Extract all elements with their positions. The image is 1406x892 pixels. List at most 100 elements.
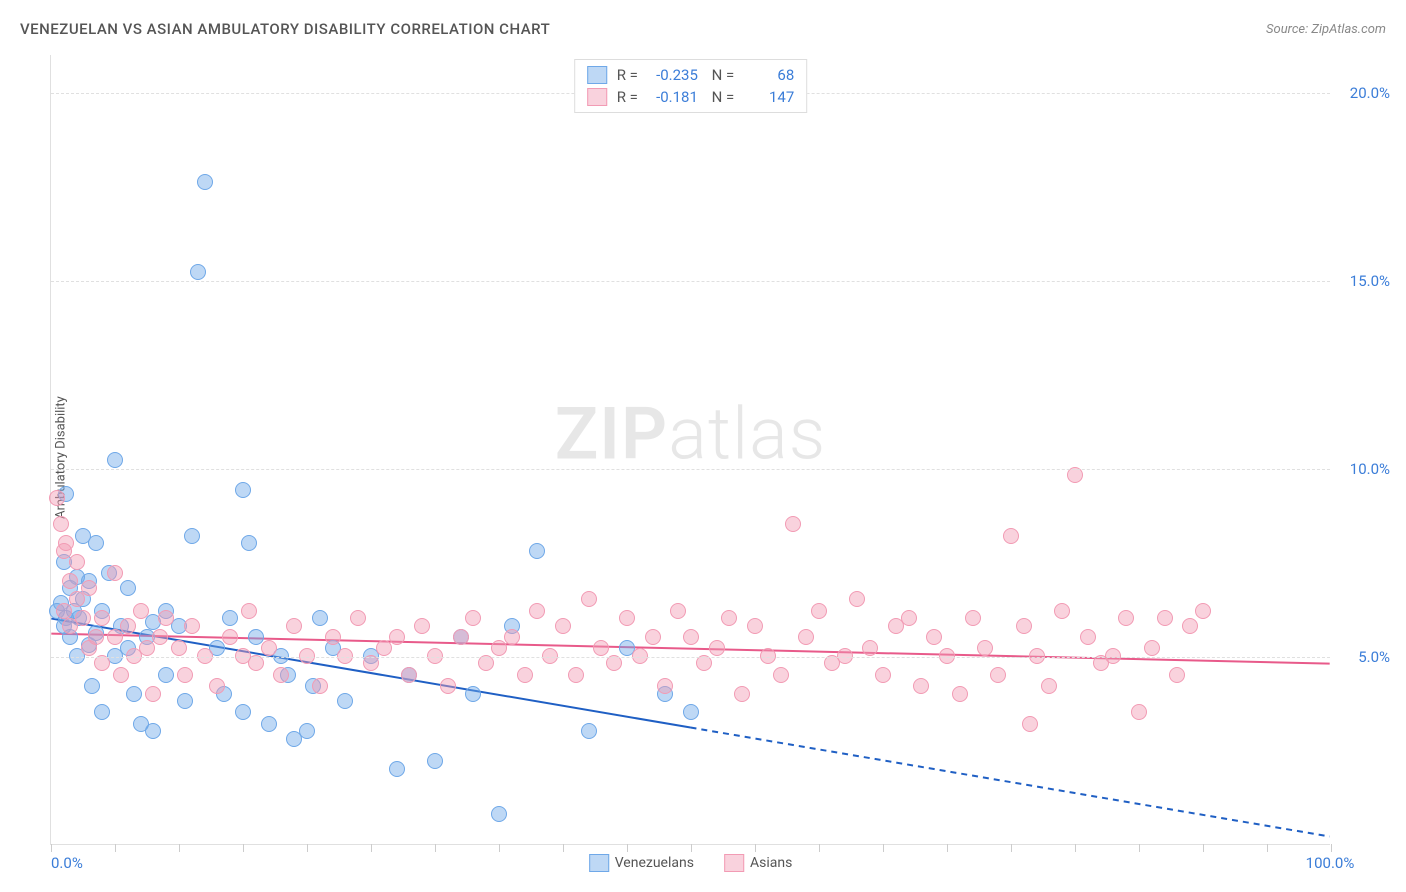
data-point: [913, 678, 929, 694]
data-point: [798, 629, 814, 645]
data-point: [1195, 603, 1211, 619]
x-tick: [1011, 844, 1012, 852]
data-point: [414, 618, 430, 634]
x-tick: [499, 844, 500, 852]
data-point: [504, 629, 520, 645]
x-tick: [627, 844, 628, 852]
data-point: [81, 580, 97, 596]
data-point: [145, 723, 161, 739]
data-point: [376, 640, 392, 656]
data-point: [1003, 528, 1019, 544]
legend-label-asians: Asians: [750, 855, 792, 871]
data-point: [84, 678, 100, 694]
data-point: [88, 629, 104, 645]
data-point: [1131, 704, 1147, 720]
data-point: [747, 618, 763, 634]
correlation-legend: R =-0.235 N =68 R =-0.181 N =147: [574, 59, 808, 113]
x-tick: [1331, 844, 1332, 852]
y-tick-label: 15.0%: [1350, 272, 1390, 290]
chart-title: VENEZUELAN VS ASIAN AMBULATORY DISABILIT…: [20, 20, 550, 38]
data-point: [261, 640, 277, 656]
data-point: [581, 723, 597, 739]
data-point: [58, 535, 74, 551]
data-point: [1054, 603, 1070, 619]
x-tick: [435, 844, 436, 852]
data-point: [977, 640, 993, 656]
data-point: [120, 618, 136, 634]
data-point: [657, 678, 673, 694]
trend-lines: [51, 55, 1330, 844]
data-point: [241, 535, 257, 551]
x-tick: [115, 844, 116, 852]
data-point: [222, 610, 238, 626]
data-point: [107, 452, 123, 468]
data-point: [773, 667, 789, 683]
data-point: [901, 610, 917, 626]
data-point: [152, 629, 168, 645]
data-point: [286, 618, 302, 634]
data-point: [581, 591, 597, 607]
x-axis-max-label: 100.0%: [1306, 854, 1355, 872]
data-point: [337, 693, 353, 709]
data-point: [209, 678, 225, 694]
data-point: [721, 610, 737, 626]
data-point: [120, 580, 136, 596]
swatch-venezuelans-bottom: [589, 854, 609, 872]
x-tick: [819, 844, 820, 852]
swatch-venezuelans: [587, 66, 607, 84]
data-point: [177, 667, 193, 683]
data-point: [1169, 667, 1185, 683]
y-tick-label: 10.0%: [1350, 460, 1390, 478]
data-point: [312, 678, 328, 694]
data-point: [177, 693, 193, 709]
data-point: [811, 603, 827, 619]
data-point: [440, 678, 456, 694]
data-point: [94, 704, 110, 720]
data-point: [49, 490, 65, 506]
data-point: [491, 806, 507, 822]
gridline: [51, 657, 1330, 658]
data-point: [785, 516, 801, 532]
data-point: [1022, 716, 1038, 732]
data-point: [1041, 678, 1057, 694]
data-point: [312, 610, 328, 626]
data-point: [427, 753, 443, 769]
x-tick: [755, 844, 756, 852]
data-point: [849, 591, 865, 607]
data-point: [619, 610, 635, 626]
data-point: [401, 667, 417, 683]
data-point: [862, 640, 878, 656]
x-tick: [179, 844, 180, 852]
x-tick: [243, 844, 244, 852]
data-point: [139, 640, 155, 656]
data-point: [952, 686, 968, 702]
data-point: [465, 686, 481, 702]
data-point: [145, 686, 161, 702]
source-label: Source: ZipAtlas.com: [1266, 22, 1386, 37]
data-point: [965, 610, 981, 626]
x-tick: [883, 844, 884, 852]
data-point: [133, 603, 149, 619]
data-point: [670, 603, 686, 619]
data-point: [350, 610, 366, 626]
data-point: [389, 629, 405, 645]
data-point: [158, 667, 174, 683]
legend-label-venezuelans: Venezuelans: [615, 855, 694, 871]
data-point: [926, 629, 942, 645]
swatch-asians-bottom: [724, 854, 744, 872]
legend-item-venezuelans: Venezuelans: [589, 854, 694, 872]
data-point: [88, 535, 104, 551]
x-tick: [371, 844, 372, 852]
legend-row-asians: R =-0.181 N =147: [587, 86, 795, 108]
data-point: [1118, 610, 1134, 626]
data-point: [126, 686, 142, 702]
y-tick-label: 5.0%: [1358, 648, 1390, 666]
data-point: [158, 610, 174, 626]
data-point: [107, 565, 123, 581]
data-point: [990, 667, 1006, 683]
chart-plot-area: Ambulatory Disability ZIPatlas R =-0.235…: [50, 55, 1330, 845]
legend-row-venezuelans: R =-0.235 N =68: [587, 64, 795, 86]
data-point: [69, 591, 85, 607]
data-point: [107, 629, 123, 645]
data-point: [529, 603, 545, 619]
